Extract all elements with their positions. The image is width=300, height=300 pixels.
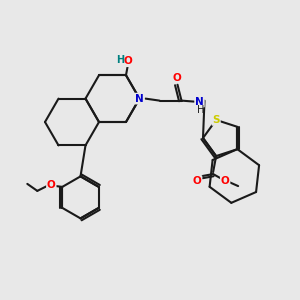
Text: O: O (124, 56, 132, 66)
Text: H: H (197, 105, 204, 115)
Text: N: N (195, 97, 204, 106)
Text: O: O (47, 180, 56, 190)
Text: S: S (212, 115, 220, 125)
Text: O: O (193, 176, 202, 186)
Text: N: N (135, 94, 144, 103)
Text: O: O (172, 73, 181, 82)
Text: H: H (116, 55, 124, 65)
Text: O: O (221, 176, 230, 186)
